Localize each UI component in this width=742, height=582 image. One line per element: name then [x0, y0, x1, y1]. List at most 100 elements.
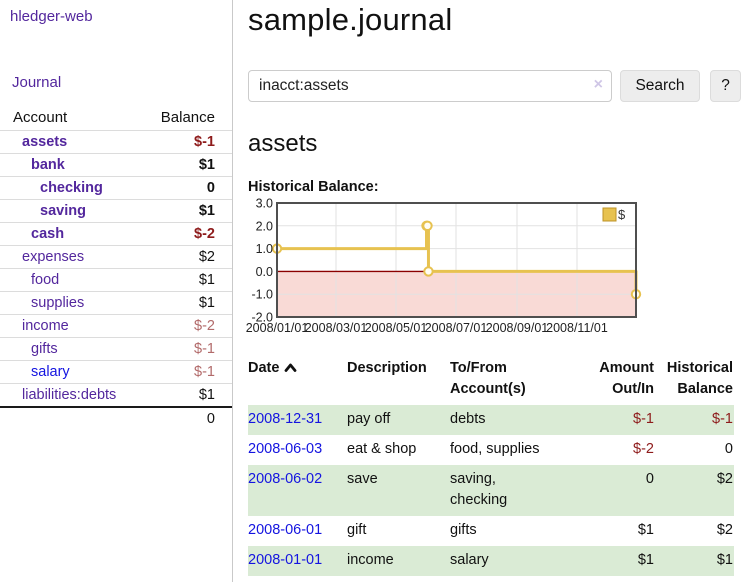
- account-row: gifts $-1: [0, 337, 232, 361]
- chart-label: Historical Balance:: [248, 179, 379, 195]
- register-amount: $1: [637, 522, 654, 539]
- svg-text:1.0: 1.0: [256, 242, 273, 256]
- register-date-link[interactable]: 2008-06-02: [248, 471, 323, 488]
- account-balance: $-1: [134, 360, 232, 384]
- account-balance: 0: [134, 176, 232, 200]
- register-amount: $1: [637, 552, 654, 569]
- svg-text:2008/01/01: 2008/01/01: [246, 321, 309, 335]
- svg-text:-2.0: -2.0: [251, 311, 273, 325]
- account-link[interactable]: income: [22, 318, 69, 334]
- register-row: 2008-12-31 pay off debts $-1 $-1: [248, 405, 734, 436]
- account-balance: $-1: [134, 337, 232, 361]
- search-input[interactable]: [248, 70, 612, 102]
- register-balance: $-1: [712, 411, 733, 428]
- register-date-link[interactable]: 2008-01-01: [248, 552, 323, 569]
- account-row: cash $-2: [0, 222, 232, 246]
- account-link[interactable]: cash: [31, 226, 65, 242]
- sort-asc-icon: [284, 359, 297, 380]
- register-accounts: gifts: [450, 522, 477, 539]
- account-balance: $1: [134, 383, 232, 408]
- register-accounts: saving, checking: [450, 471, 508, 509]
- account-row: assets $-1: [0, 130, 232, 154]
- register-accounts: salary: [450, 552, 489, 569]
- accounts-total-row: 0: [0, 406, 232, 430]
- register-description: pay off: [347, 411, 391, 428]
- register-description: income: [347, 552, 394, 569]
- account-row: supplies $1: [0, 291, 232, 315]
- svg-text:2008/11/01: 2008/11/01: [546, 321, 608, 335]
- register-header-date[interactable]: Date: [248, 356, 347, 405]
- svg-text:3.0: 3.0: [256, 197, 273, 211]
- account-row: checking 0: [0, 176, 232, 200]
- search-button[interactable]: Search: [620, 70, 700, 102]
- account-link[interactable]: bank: [31, 157, 65, 173]
- account-row: liabilities:debts $1: [0, 383, 232, 408]
- account-row: expenses $2: [0, 245, 232, 269]
- register-balance: 0: [724, 441, 733, 458]
- register-row: 2008-01-01 income salary $1 $1: [248, 546, 734, 577]
- account-heading: assets: [248, 130, 318, 157]
- register-table: Date Description To/From Account(s) Amou…: [248, 356, 734, 577]
- account-link[interactable]: liabilities:debts: [22, 387, 117, 403]
- svg-text:2008/07/01: 2008/07/01: [425, 321, 488, 335]
- register-row: 2008-06-01 gift gifts $1 $2: [248, 516, 734, 546]
- account-link[interactable]: salary: [31, 364, 70, 380]
- account-link[interactable]: checking: [40, 180, 103, 196]
- register-description: gift: [347, 522, 367, 539]
- search-form: × Search ?: [248, 70, 742, 102]
- account-row: saving $1: [0, 199, 232, 223]
- svg-text:2008/05/01: 2008/05/01: [365, 321, 428, 335]
- register-header-balance: Historical Balance: [666, 360, 733, 398]
- register-description: eat & shop: [347, 441, 417, 458]
- svg-text:0.0: 0.0: [256, 265, 273, 279]
- account-balance: $-1: [134, 130, 232, 154]
- account-row: food $1: [0, 268, 232, 292]
- register-header-description: Description: [347, 360, 427, 376]
- accounts-header-balance: Balance: [134, 106, 232, 131]
- page-title: sample.journal: [248, 2, 453, 37]
- account-balance: $1: [134, 268, 232, 292]
- register-date-link[interactable]: 2008-12-31: [248, 411, 323, 428]
- account-link[interactable]: gifts: [31, 341, 58, 357]
- register-date-link[interactable]: 2008-06-03: [248, 441, 323, 458]
- register-header-accounts: To/From Account(s): [450, 360, 526, 398]
- account-link[interactable]: food: [31, 272, 60, 288]
- svg-text:2008/09/01: 2008/09/01: [486, 321, 549, 335]
- register-row: 2008-06-03 eat & shop food, supplies $-2…: [248, 435, 734, 465]
- register-header-row: Date Description To/From Account(s) Amou…: [248, 356, 734, 405]
- account-link[interactable]: assets: [22, 134, 68, 150]
- account-link[interactable]: saving: [40, 203, 86, 219]
- account-balance: $1: [134, 291, 232, 315]
- register-header-amount: Amount Out/In: [599, 360, 654, 398]
- main-content: sample.journal × Search ? assets Histori…: [234, 0, 742, 582]
- account-row: salary $-1: [0, 360, 232, 384]
- account-row: income $-2: [0, 314, 232, 338]
- svg-text:2.0: 2.0: [256, 219, 273, 233]
- clear-search-icon[interactable]: ×: [593, 76, 603, 93]
- register-accounts: food, supplies: [450, 441, 540, 458]
- account-balance: $-2: [134, 314, 232, 338]
- sidebar-item-journal[interactable]: Journal: [12, 74, 62, 91]
- register-balance: $2: [716, 522, 733, 539]
- account-link[interactable]: supplies: [31, 295, 85, 311]
- accounts-total-value: 0: [134, 406, 232, 430]
- register-date-link[interactable]: 2008-06-01: [248, 522, 323, 539]
- accounts-header-row: Account Balance: [0, 106, 232, 131]
- register-accounts: debts: [450, 411, 486, 428]
- sidebar: hledger-web Journal Account Balance asse…: [0, 0, 233, 582]
- register-balance: $2: [716, 471, 733, 488]
- svg-text:2008/03/01: 2008/03/01: [305, 321, 368, 335]
- account-balance: $1: [134, 199, 232, 223]
- register-amount: 0: [645, 471, 654, 488]
- accounts-table: Account Balance assets $-1 bank $1 check…: [0, 106, 232, 430]
- brand-link[interactable]: hledger-web: [10, 8, 93, 25]
- account-balance: $-2: [134, 222, 232, 246]
- account-link[interactable]: expenses: [22, 249, 85, 265]
- svg-text:-1.0: -1.0: [251, 288, 273, 302]
- svg-text:$: $: [618, 207, 626, 222]
- help-button[interactable]: ?: [710, 70, 741, 102]
- register-row: 2008-06-02 save saving, checking 0 $2: [248, 465, 734, 517]
- balance-chart: $3.0 2.0 1.0 0.0 -1.0 -2.02008/01/012008/03/0…: [246, 197, 642, 335]
- account-row: bank $1: [0, 153, 232, 177]
- accounts-header-account: Account: [0, 106, 135, 131]
